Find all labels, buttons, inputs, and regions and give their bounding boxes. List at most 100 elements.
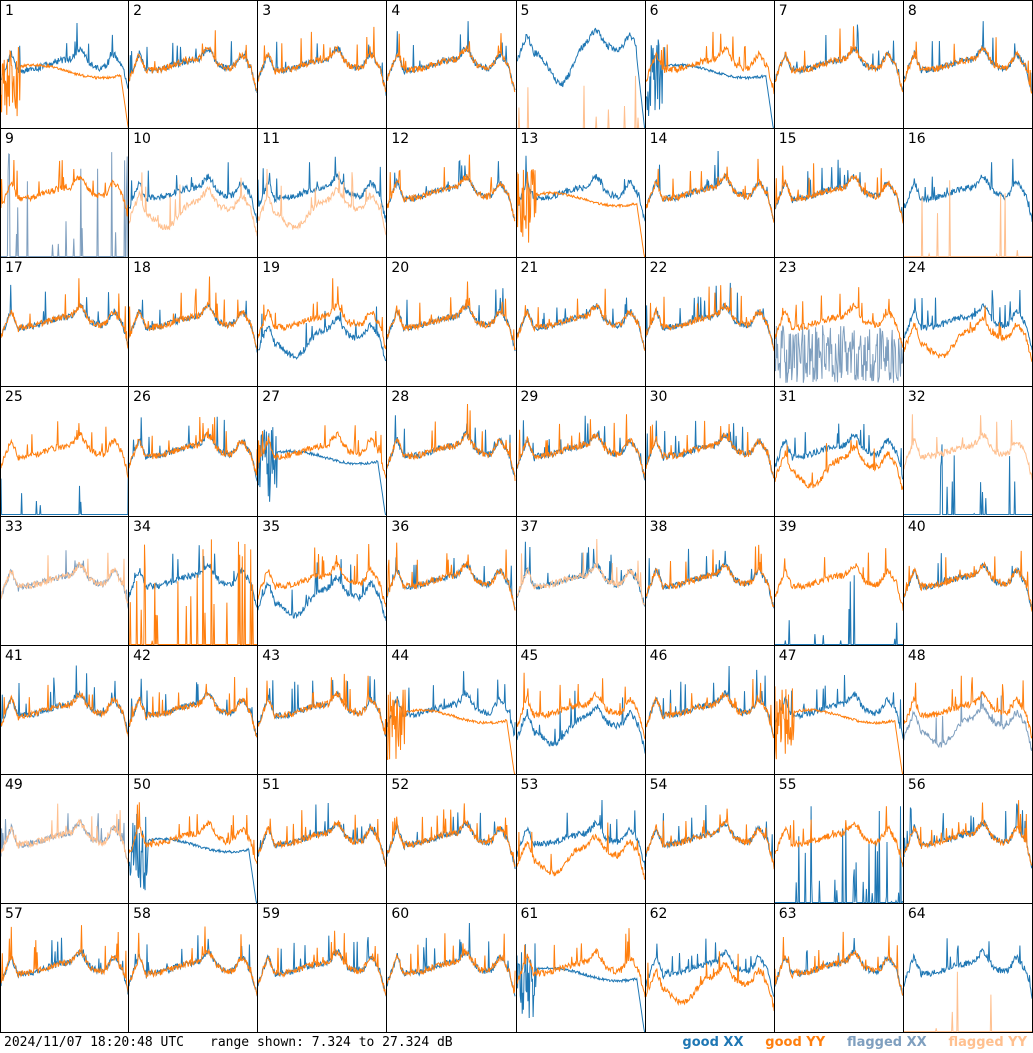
panel-43: 43 xyxy=(258,645,388,775)
panel-label: 21 xyxy=(520,260,539,277)
panel-label: 23 xyxy=(778,260,797,277)
panel-plot xyxy=(645,283,774,352)
panel-38: 38 xyxy=(645,516,775,646)
yy-series-line xyxy=(387,542,516,611)
panel-label: 31 xyxy=(778,389,797,406)
panel-label: 52 xyxy=(391,776,410,793)
panel-plot xyxy=(774,159,903,224)
xx-series-line xyxy=(1,665,129,734)
panel-32: 32 xyxy=(903,387,1033,517)
panel-plot xyxy=(258,543,387,621)
xx-series-line xyxy=(774,805,903,903)
panel-label: 14 xyxy=(649,131,668,148)
panel-53: 53 xyxy=(516,774,646,904)
panel-plot xyxy=(258,930,387,997)
panel-plot xyxy=(645,665,774,738)
panel-plot xyxy=(516,288,645,352)
xx-series-line xyxy=(1,445,129,516)
panel-2: 2 xyxy=(129,0,259,130)
panel-64: 64 xyxy=(903,903,1033,1033)
panel-plot xyxy=(387,922,516,997)
panel-label: 5 xyxy=(520,3,530,19)
yy-series-line xyxy=(774,163,903,224)
panel-label: 29 xyxy=(520,389,539,406)
yy-series-line xyxy=(1,684,129,738)
panel-20: 20 xyxy=(387,258,517,388)
panel-plot xyxy=(258,278,387,362)
panel-label: 63 xyxy=(778,905,797,922)
panel-label: 55 xyxy=(778,776,797,793)
panel-plot xyxy=(516,672,645,754)
panel-label: 30 xyxy=(649,389,668,406)
panel-6: 6 xyxy=(645,0,775,130)
panel-label: 26 xyxy=(133,389,151,406)
xx-series-line xyxy=(129,417,258,482)
yy-series-line xyxy=(903,675,1032,738)
panel-18: 18 xyxy=(129,258,259,388)
panel-47: 47 xyxy=(774,645,904,775)
panel-plot xyxy=(129,276,258,353)
panel-label: 57 xyxy=(5,905,23,922)
yy-series-line xyxy=(645,159,774,223)
yy-series-line xyxy=(903,37,1032,94)
panel-41: 41 xyxy=(0,645,130,775)
panel-plot xyxy=(903,414,1032,516)
panel-label: 13 xyxy=(520,131,539,148)
panel-33: 33 xyxy=(0,516,130,646)
panel-24: 24 xyxy=(903,258,1033,388)
xx-series-line xyxy=(258,675,387,737)
yy-series-line xyxy=(258,809,387,867)
panel-plot xyxy=(129,538,258,645)
yy-series-line xyxy=(258,543,387,607)
xx-series-line xyxy=(903,159,1032,222)
panel-label: 47 xyxy=(778,647,797,664)
yy-series-line xyxy=(258,278,387,350)
yy-series-line xyxy=(516,927,645,998)
yy-series-line xyxy=(903,971,1032,1032)
xx-series-line xyxy=(129,544,258,608)
panel-label: 50 xyxy=(133,776,151,793)
panel-plot xyxy=(129,676,258,738)
yy-series-line xyxy=(774,440,903,491)
panel-26: 26 xyxy=(129,387,259,517)
yy-series-line xyxy=(387,803,516,868)
xx-series-line xyxy=(516,541,645,607)
xx-series-line xyxy=(516,690,645,754)
panel-label: 51 xyxy=(262,776,281,793)
panel-11: 11 xyxy=(258,129,388,259)
panel-21: 21 xyxy=(516,258,646,388)
panel-22: 22 xyxy=(645,258,775,388)
xx-series-line xyxy=(129,813,258,903)
panel-label: 9 xyxy=(5,131,14,148)
yy-series-line xyxy=(129,276,258,350)
yy-series-line xyxy=(516,538,645,606)
panel-23: 23 xyxy=(774,258,904,388)
yy-series-line xyxy=(258,26,387,92)
panel-label: 46 xyxy=(649,647,668,664)
panel-plot xyxy=(1,278,129,351)
panel-label: 32 xyxy=(907,389,926,406)
panel-label: 49 xyxy=(5,776,23,793)
panel-plot xyxy=(774,805,903,903)
panel-plot xyxy=(1,803,129,865)
yy-series-line xyxy=(516,672,645,740)
panel-plot xyxy=(516,927,645,1032)
yy-series-line xyxy=(645,808,774,870)
xx-series-line xyxy=(645,151,774,220)
legend-flagged-yy: flagged YY xyxy=(948,1035,1028,1050)
panel-63: 63 xyxy=(774,903,904,1033)
panel-9: 9 xyxy=(0,129,130,259)
xx-series-line xyxy=(1,22,129,89)
yy-series-line xyxy=(774,686,903,774)
xx-series-line xyxy=(774,325,903,384)
xx-series-line xyxy=(903,938,1032,999)
panel-label: 59 xyxy=(262,905,281,922)
panel-plot xyxy=(387,542,516,611)
panel-plot xyxy=(903,159,1032,258)
yy-series-line xyxy=(387,404,516,482)
panel-label: 8 xyxy=(907,3,917,19)
panel-plot xyxy=(774,547,903,645)
panel-27: 27 xyxy=(258,387,388,517)
panel-plot xyxy=(774,287,903,384)
panel-label: 35 xyxy=(262,518,281,535)
